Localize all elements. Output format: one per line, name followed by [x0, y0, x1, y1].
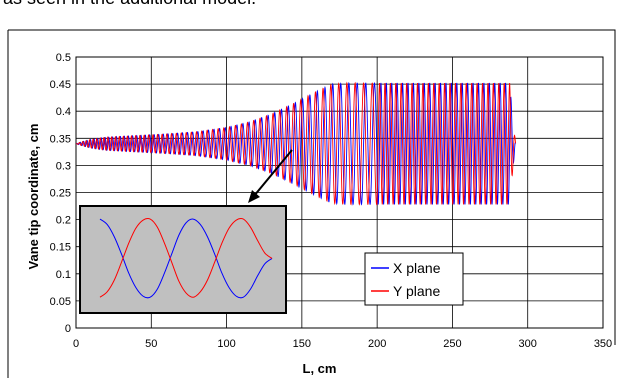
- y-tick-label: 0: [65, 323, 71, 335]
- y-tick-label: 0.3: [56, 160, 71, 172]
- x-tick-label: 0: [73, 338, 79, 350]
- plot-area-frame: [75, 56, 604, 329]
- y-tick-label: 0.35: [50, 133, 71, 145]
- y-tick-label: 0.1: [56, 269, 71, 281]
- inset-line-y-plane: [99, 218, 273, 298]
- x-tick-label: 100: [217, 338, 235, 350]
- x-tick-label: 350: [594, 338, 612, 350]
- y-tick-label: 0.15: [50, 242, 71, 254]
- y-tick-label: 0.25: [50, 188, 71, 200]
- y-axis-label: Vane tip coordinate, cm: [26, 124, 41, 270]
- x-tick-label: 200: [368, 338, 386, 350]
- legend-label-y-plane: Y plane: [393, 283, 440, 299]
- legend-box: [364, 252, 464, 306]
- x-tick-label: 150: [293, 338, 311, 350]
- pointer-arrow-head: [248, 190, 260, 203]
- y-tick-label: 0.5: [56, 52, 71, 64]
- y-tick-label: 0.2: [56, 215, 71, 227]
- legend-label-x-plane: X plane: [393, 260, 441, 276]
- inset-panel: [79, 205, 287, 314]
- pointer-arrow-line: [253, 149, 293, 197]
- x-tick-label: 300: [519, 338, 537, 350]
- chart-area-border: [8, 29, 616, 345]
- top-text: as seen in the additional model.: [3, 0, 256, 9]
- x-axis-label: L, cm: [303, 361, 337, 376]
- inset-line-x-plane: [99, 218, 273, 299]
- series-group: [76, 81, 517, 206]
- series-line-y-plane: [76, 81, 517, 206]
- y-tick-label: 0.05: [50, 296, 71, 308]
- x-tick-label: 250: [443, 338, 461, 350]
- y-tick-label: 0.45: [50, 79, 71, 91]
- x-tick-label: 50: [145, 338, 157, 350]
- y-tick-label: 0.4: [56, 106, 71, 118]
